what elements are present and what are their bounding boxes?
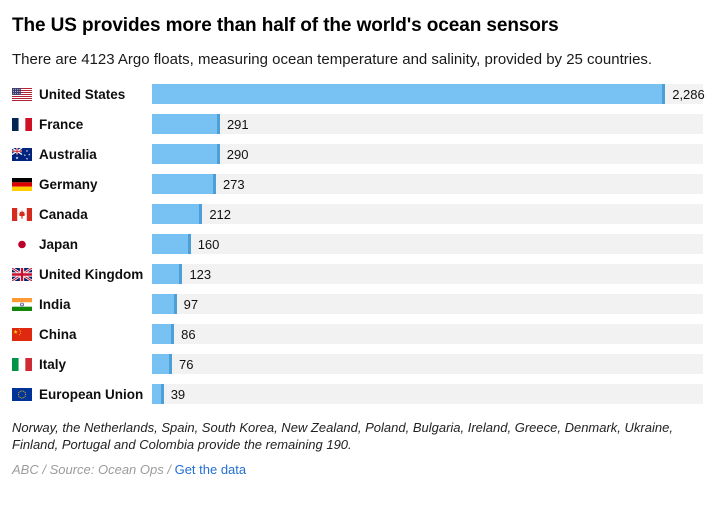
country-label: Japan [39, 236, 79, 252]
bar-chart: United States 2,286 France 291 Australia… [12, 84, 705, 404]
chart-row: Australia 290 [12, 144, 703, 164]
in-flag-icon [12, 297, 32, 311]
country-cell: Japan [12, 237, 152, 252]
country-cell: United Kingdom [12, 267, 152, 282]
bar-track: 290 [152, 144, 703, 164]
bar-value-label: 290 [226, 146, 249, 162]
chart-row: European Union 39 [12, 384, 703, 404]
bar-track: 160 [152, 234, 703, 254]
fr-flag-icon [12, 117, 32, 131]
source-line: ABC / Source: Ocean Ops / Get the data [12, 462, 703, 477]
bar [152, 144, 220, 164]
gb-flag-icon [12, 267, 32, 281]
bar-value-label: 86 [181, 326, 196, 342]
country-cell: Canada [12, 207, 152, 222]
bar [152, 234, 191, 254]
chart-row: China 86 [12, 324, 703, 344]
get-the-data-link[interactable]: Get the data [174, 462, 247, 477]
bar [152, 204, 203, 224]
bar-track: 291 [152, 114, 703, 134]
country-cell: Australia [12, 147, 152, 162]
chart-row: India 97 [12, 294, 703, 314]
us-flag-icon [12, 87, 32, 101]
country-label: Germany [39, 176, 98, 192]
bar-track: 2,286 [152, 84, 705, 104]
country-label: Italy [39, 356, 67, 372]
country-label: United Kingdom [39, 266, 144, 282]
page-title: The US provides more than half of the wo… [12, 15, 559, 36]
eu-flag-icon [12, 387, 32, 401]
source-text: ABC / Source: Ocean Ops / [12, 462, 175, 477]
ca-flag-icon [12, 207, 32, 221]
country-label: China [39, 326, 77, 342]
country-cell: European Union [12, 387, 152, 402]
country-cell: Germany [12, 177, 152, 192]
bar-value-label: 39 [170, 386, 186, 402]
country-label: Australia [39, 146, 97, 162]
chart-row: Canada 212 [12, 204, 703, 224]
chart-row: Japan 160 [12, 234, 703, 254]
bar-track: 212 [152, 204, 703, 224]
bar-value-label: 2,286 [672, 86, 705, 102]
country-label: India [39, 296, 71, 312]
country-label: European Union [39, 386, 144, 402]
bar [152, 384, 164, 404]
country-label: Canada [39, 206, 88, 222]
chart-row: Italy 76 [12, 354, 703, 374]
bar-track: 86 [152, 324, 703, 344]
bar-track: 39 [152, 384, 703, 404]
country-cell: China [12, 327, 152, 342]
country-cell: United States [12, 87, 152, 102]
bar [152, 174, 216, 194]
bar-value-label: 212 [209, 206, 232, 222]
it-flag-icon [12, 357, 32, 371]
bar [152, 294, 177, 314]
jp-flag-icon [12, 237, 32, 251]
country-cell: India [12, 297, 152, 312]
bar-value-label: 97 [183, 296, 199, 312]
cn-flag-icon [12, 327, 32, 341]
bar [152, 114, 220, 134]
bar-value-label: 76 [178, 356, 194, 372]
bar [152, 264, 183, 284]
chart-row: Germany 273 [12, 174, 703, 194]
bar-value-label: 123 [189, 266, 212, 282]
bar [152, 324, 175, 344]
bar-value-label: 273 [222, 176, 245, 192]
chart-subtitle: There are 4123 Argo floats, measuring oc… [12, 51, 653, 68]
de-flag-icon [12, 177, 32, 191]
chart-row: United States 2,286 [12, 84, 705, 104]
country-cell: Italy [12, 357, 152, 372]
bar-track: 273 [152, 174, 703, 194]
bar [152, 354, 172, 374]
bar-track: 123 [152, 264, 703, 284]
country-cell: France [12, 117, 152, 132]
au-flag-icon [12, 147, 32, 161]
bar-track: 97 [152, 294, 703, 314]
country-label: France [39, 116, 84, 132]
bar-value-label: 291 [226, 116, 249, 132]
chart-row: France 291 [12, 114, 703, 134]
chart-footnote: Norway, the Netherlands, Spain, South Ko… [12, 420, 673, 452]
country-label: United States [39, 86, 126, 102]
bar-track: 76 [152, 354, 703, 374]
chart-row: United Kingdom 123 [12, 264, 703, 284]
bar [152, 84, 666, 104]
bar-value-label: 160 [197, 236, 220, 252]
